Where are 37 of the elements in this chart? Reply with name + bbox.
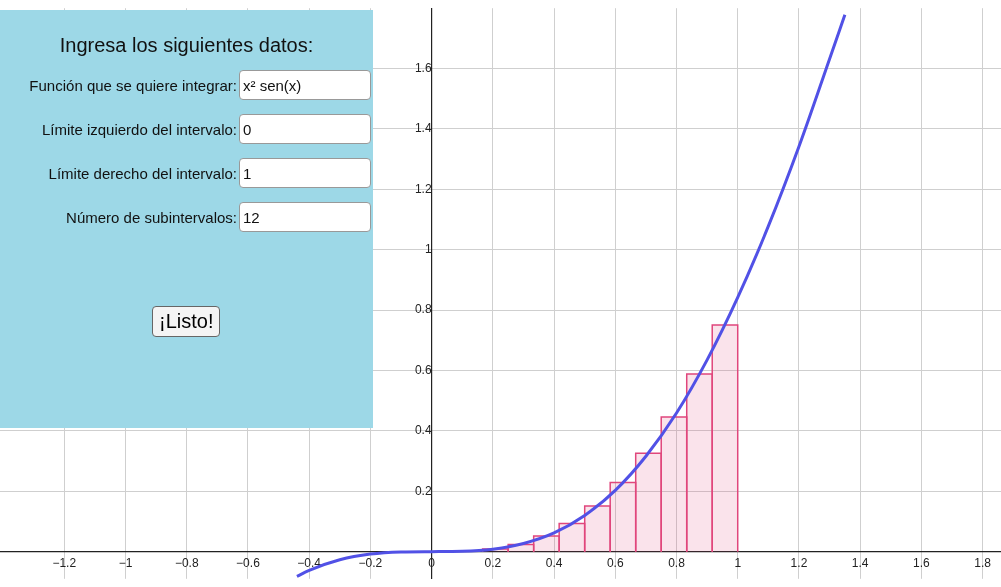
text: Ingresa los siguientes datos: [58,34,315,57]
x-tick-label: 0.2 [484,556,502,571]
y-tick-label: 1.4 [414,121,432,136]
x-tick-label: 0.8 [668,556,686,571]
annotation: Función que se quiere integrar: [29,77,237,94]
x-tick-label: 1 [734,556,742,571]
y-tick-label: 0.8 [414,302,432,317]
y-tick-label: 1 [424,242,432,257]
annotation: Límite derecho del intervalo: [48,165,237,182]
y-tick-label: 1.6 [414,60,432,75]
button: ¡Listo! [152,306,221,337]
y-tick-label: 0.4 [414,423,432,438]
x-tick-label: 0.6 [606,556,624,571]
text-field: 1 [239,158,371,188]
x-tick-label: 1.2 [790,556,808,571]
x-tick-label: −0.2 [358,556,383,571]
y-tick-label: 0.2 [414,483,432,498]
x-tick-label: −0.8 [174,556,199,571]
x-tick-label: 0.4 [545,556,563,571]
text-field: 12 [239,202,371,232]
annotation: 1 [243,165,252,182]
x-tick-label: 1.6 [913,556,931,571]
annotation: Límite izquierdo del intervalo: [41,121,237,138]
y-tick-label: 0.6 [414,362,432,377]
annotation: x² sen(x) [243,77,302,94]
x-tick-label: −1.2 [52,556,77,571]
annotation: 0 [243,121,252,138]
annotation: 12 [243,209,260,226]
y-tick-label: 1.2 [414,181,432,196]
x-tick-label: −0.4 [297,556,322,571]
text-field: 0 [239,114,371,144]
text-field: x² sen(x) [239,70,371,100]
x-tick-label: −1 [118,556,133,571]
x-tick-label: 1.4 [851,556,869,571]
annotation: Número de subintervalos: [66,209,237,226]
x-tick-label: 1.8 [974,556,992,571]
x-tick-label: −0.6 [236,556,261,571]
